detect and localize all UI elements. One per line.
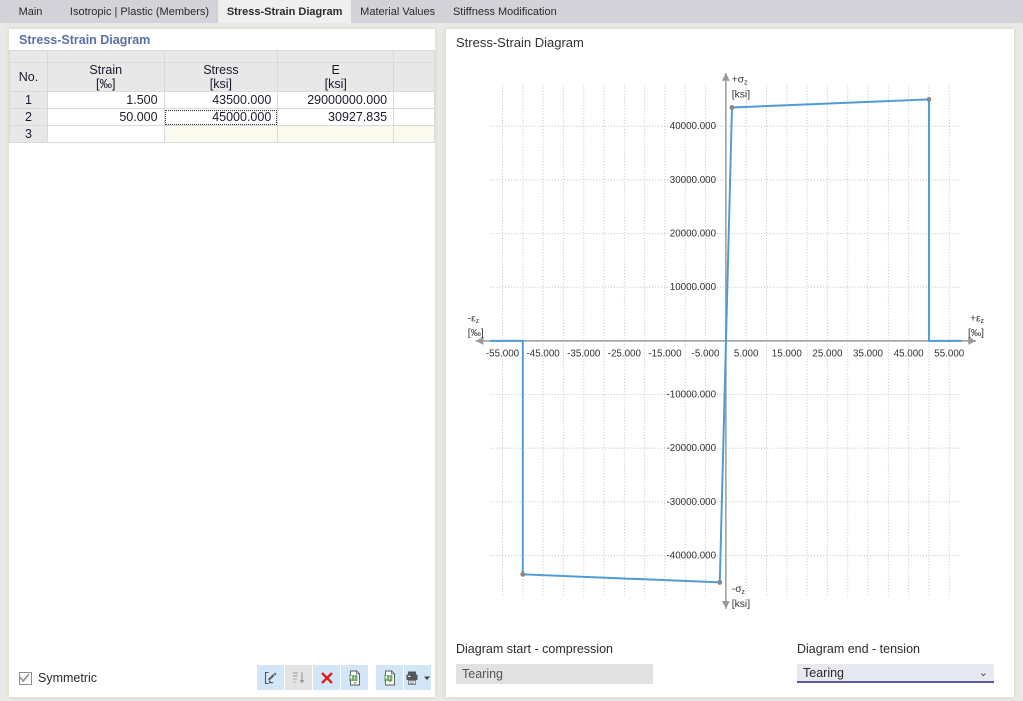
svg-text:-σz: -σz [732,584,746,596]
svg-text:-25.000: -25.000 [608,349,642,360]
svg-text:15.000: 15.000 [772,349,803,360]
svg-text:-35.000: -35.000 [567,349,601,360]
svg-text:45.000: 45.000 [894,349,925,360]
svg-text:25.000: 25.000 [812,349,843,360]
svg-text:-10000.000: -10000.000 [666,390,716,401]
svg-text:-20000.000: -20000.000 [666,443,716,454]
svg-text:20000.000: 20000.000 [670,229,717,240]
svg-text:30000.000: 30000.000 [670,175,717,186]
svg-text:5.000: 5.000 [734,349,759,360]
svg-text:[‰]: [‰] [468,328,484,339]
svg-text:55.000: 55.000 [934,349,965,360]
svg-text:[ksi]: [ksi] [732,89,750,100]
svg-text:-55.000: -55.000 [486,349,520,360]
svg-text:[ksi]: [ksi] [732,599,750,610]
svg-text:-5.000: -5.000 [692,349,720,360]
svg-text:-40000.000: -40000.000 [666,550,716,561]
svg-text:10000.000: 10000.000 [670,282,717,293]
svg-text:35.000: 35.000 [853,349,884,360]
svg-text:+σz: +σz [732,75,748,87]
svg-text:+εz: +εz [970,313,985,325]
svg-text:40000.000: 40000.000 [670,121,717,132]
svg-text:-εz: -εz [468,313,480,325]
svg-text:[‰]: [‰] [968,328,984,339]
svg-text:-45.000: -45.000 [527,349,561,360]
svg-text:-15.000: -15.000 [648,349,682,360]
svg-text:-30000.000: -30000.000 [666,497,716,508]
